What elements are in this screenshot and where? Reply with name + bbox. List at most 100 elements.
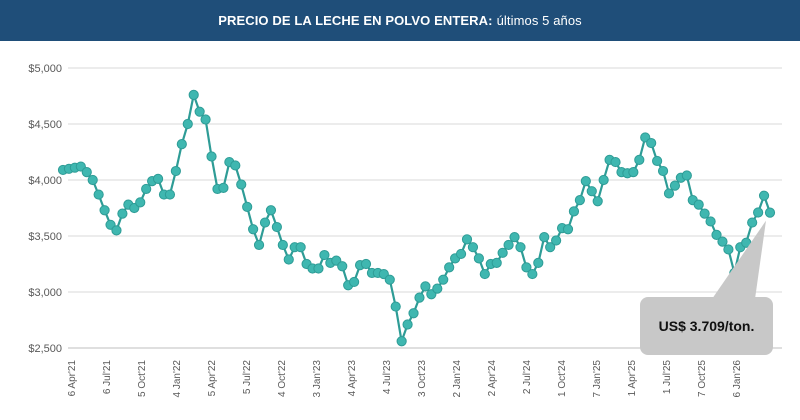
data-point <box>610 156 621 168</box>
data-point <box>295 242 306 253</box>
data-point <box>438 274 449 285</box>
data-point <box>349 276 360 288</box>
data-point <box>242 201 253 212</box>
data-point <box>717 236 728 247</box>
data-point <box>473 253 484 264</box>
x-tick-label: 5 Jul'22 <box>242 360 253 395</box>
data-point <box>188 89 199 100</box>
data-point <box>152 173 164 184</box>
data-point <box>200 114 211 125</box>
data-point <box>265 205 277 216</box>
x-tick-label: 6 Apr'21 <box>67 360 78 397</box>
data-point <box>420 281 431 292</box>
x-tick-label: 4 Apr'23 <box>347 360 358 397</box>
data-point <box>753 207 764 218</box>
data-point <box>384 274 395 285</box>
data-point <box>313 263 324 274</box>
data-point <box>545 242 556 253</box>
callout-pointer <box>712 220 766 299</box>
data-point <box>135 197 146 208</box>
data-point <box>360 258 372 270</box>
data-point <box>248 224 259 235</box>
y-tick-label: $2,500 <box>28 343 62 355</box>
data-point <box>491 257 502 268</box>
y-tick-label: $5,000 <box>28 63 62 75</box>
chart-subtitle: últimos 5 años <box>496 13 582 28</box>
y-tick-label: $3,000 <box>28 287 62 299</box>
data-point <box>497 247 508 258</box>
data-point <box>503 239 514 251</box>
data-point <box>533 257 544 268</box>
data-point <box>117 208 128 219</box>
x-tick-label: 1 Oct'24 <box>557 360 568 397</box>
data-point <box>747 217 758 228</box>
data-point <box>521 262 532 273</box>
data-point <box>87 174 98 186</box>
y-tick-label: $4,000 <box>28 175 62 187</box>
x-tick-label: 2 Apr'24 <box>487 360 498 397</box>
data-point <box>509 232 520 243</box>
y-tick-label: $4,500 <box>28 119 62 131</box>
x-tick-label: 1 Apr'25 <box>627 360 638 397</box>
x-tick-label: 2 Jul'24 <box>522 360 533 395</box>
data-point <box>206 151 217 162</box>
data-point <box>319 249 330 261</box>
data-point <box>93 189 104 200</box>
callout-box <box>640 297 773 355</box>
x-tick-label: 4 Jan'22 <box>172 360 183 398</box>
data-point <box>758 190 770 201</box>
x-axis: 6 Apr'21 6 Jul'21 5 Oct'21 4 Jan'22 5 Apr'22… <box>67 360 743 398</box>
data-point <box>652 155 663 167</box>
data-point <box>527 268 538 280</box>
data-point <box>236 179 247 190</box>
data-point <box>164 189 176 200</box>
price-callout: US$ 3.709/ton. <box>640 220 773 355</box>
data-point <box>592 196 603 207</box>
y-axis: $2,500 $3,000 $3,500 $4,000 $4,500 $5,000 <box>28 63 62 355</box>
data-point <box>580 176 591 187</box>
data-point <box>218 182 229 193</box>
data-point <box>432 283 443 294</box>
x-tick-label: 3 Jan'23 <box>312 360 323 398</box>
data-point <box>646 137 657 149</box>
data-point <box>277 239 288 251</box>
data-point <box>598 174 609 186</box>
data-point <box>551 235 562 246</box>
data-point <box>283 254 294 265</box>
data-point <box>568 206 580 217</box>
data-point <box>111 225 122 236</box>
x-tick-label: 3 Oct'23 <box>417 360 428 397</box>
data-point <box>479 268 490 280</box>
data-point <box>693 199 704 210</box>
data-point <box>562 224 574 235</box>
x-tick-label: 1 Jul'25 <box>662 360 673 395</box>
x-tick-label: 7 Oct'25 <box>697 360 708 397</box>
data-point <box>194 106 205 117</box>
data-point <box>444 262 455 273</box>
data-point <box>141 183 152 195</box>
chart-title-bar: PRECIO DE LA LECHE EN POLVO ENTERA: últi… <box>0 0 800 41</box>
data-point <box>253 239 265 251</box>
data-point <box>176 139 187 150</box>
data-point <box>657 165 669 177</box>
data-point <box>663 188 675 199</box>
data-point <box>408 308 419 319</box>
data-point <box>414 292 425 303</box>
callout-label: US$ 3.709/ton. <box>659 318 755 334</box>
data-point <box>574 195 585 206</box>
data-point <box>455 248 467 260</box>
data-point <box>681 170 692 181</box>
x-tick-label: 5 Oct'21 <box>137 360 148 397</box>
data-point <box>711 229 722 240</box>
data-point <box>337 261 348 272</box>
data-point <box>461 234 473 245</box>
y-tick-label: $3,500 <box>28 231 62 243</box>
data-point <box>634 154 645 165</box>
data-point <box>628 167 639 178</box>
x-tick-label: 6 Jan'26 <box>732 360 743 398</box>
data-point <box>259 217 271 228</box>
data-point <box>515 242 526 253</box>
data-point <box>182 118 193 130</box>
data-point <box>230 160 241 171</box>
